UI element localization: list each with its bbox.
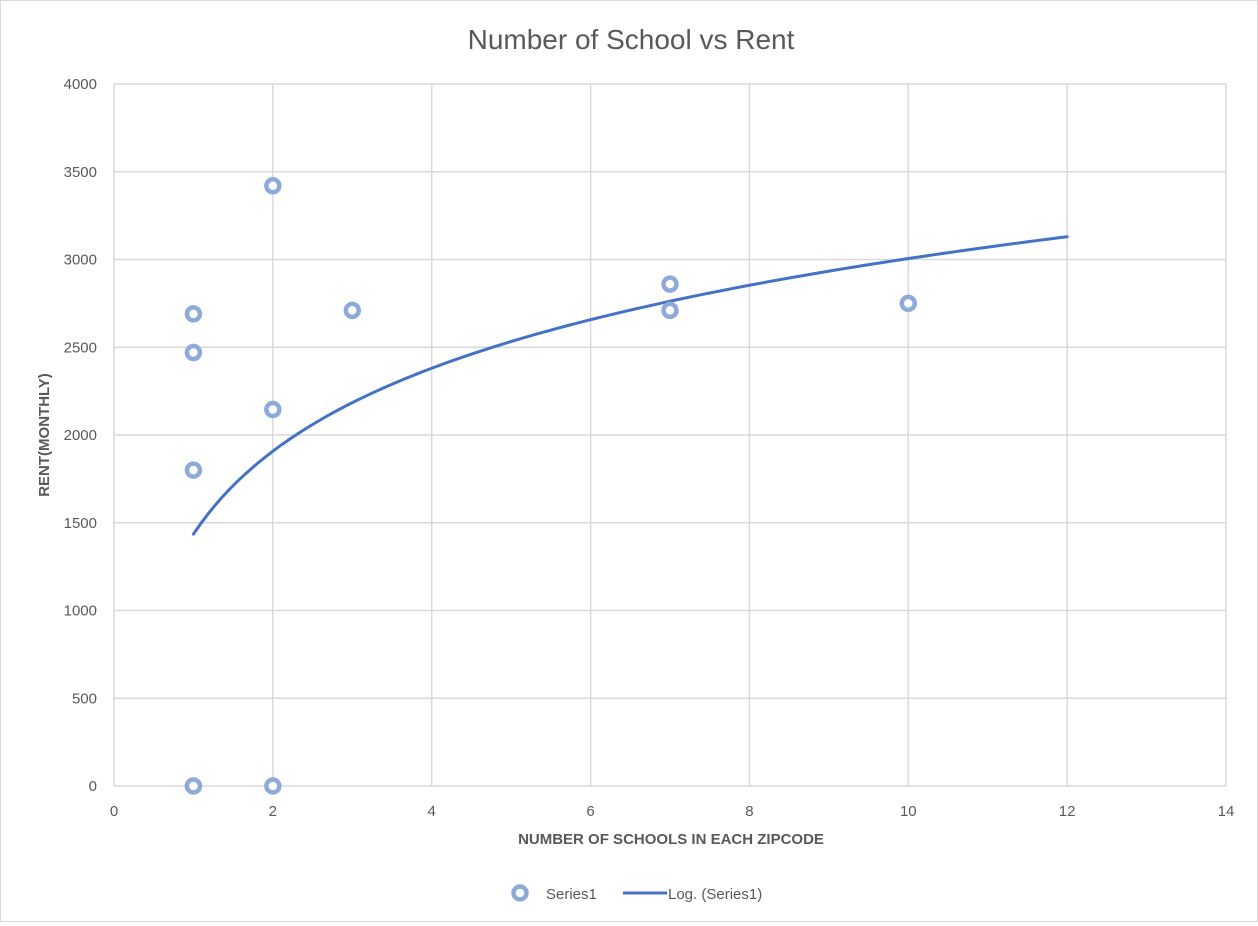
x-tick-label: 8	[745, 803, 753, 820]
x-tick-label: 0	[110, 803, 118, 820]
data-point	[343, 301, 362, 320]
legend-label-trendline: Log. (Series1)	[668, 886, 762, 903]
data-point	[899, 294, 918, 313]
x-axis-title: NUMBER OF SCHOOLS IN EACH ZIPCODE	[518, 831, 824, 848]
y-axis-tick-labels: 0 500 1000 1500 2000 2500 3000 3500 4000	[64, 76, 97, 795]
gridlines	[113, 83, 1227, 787]
chart-title: Number of School vs Rent	[468, 24, 795, 55]
data-point	[661, 301, 679, 320]
legend-marker-series1	[511, 884, 529, 902]
y-tick-label: 500	[72, 690, 97, 707]
data-points	[184, 177, 918, 795]
legend: Series1 Log. (Series1)	[511, 884, 762, 903]
y-tick-label: 2000	[64, 427, 97, 444]
y-tick-label: 4000	[64, 76, 97, 93]
y-axis-title: RENT(MONTHLY)	[36, 373, 53, 497]
data-point	[264, 777, 282, 795]
data-point	[661, 275, 679, 293]
data-point	[264, 177, 282, 195]
y-tick-label: 2500	[64, 339, 97, 356]
y-tick-label: 3000	[64, 252, 97, 269]
y-tick-label: 0	[89, 778, 97, 795]
data-point	[264, 400, 282, 419]
x-tick-label: 4	[428, 803, 436, 820]
data-point	[184, 777, 203, 795]
x-tick-label: 14	[1218, 803, 1235, 820]
x-tick-label: 12	[1059, 803, 1076, 820]
y-tick-label: 1500	[64, 515, 97, 532]
y-tick-label: 1000	[64, 603, 97, 620]
trendline-layer	[191, 235, 1069, 536]
data-point	[184, 305, 203, 323]
x-tick-label: 6	[586, 803, 594, 820]
legend-label-series1: Series1	[546, 886, 597, 903]
x-axis-tick-labels: 0 2 4 6 8 10 12 14	[110, 803, 1235, 820]
x-tick-label: 10	[900, 803, 917, 820]
data-point	[184, 461, 203, 479]
log-trendline	[191, 235, 1069, 536]
y-tick-label: 3500	[64, 164, 97, 181]
data-point	[184, 343, 203, 362]
x-tick-label: 2	[269, 803, 277, 820]
